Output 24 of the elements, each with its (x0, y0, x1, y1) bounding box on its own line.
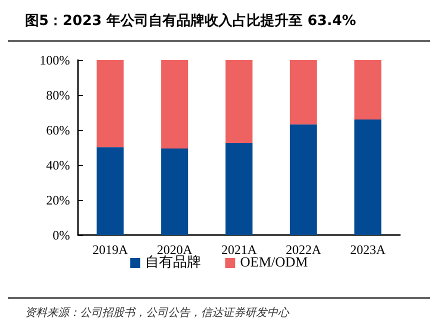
y-tick-label: 100% (40, 52, 70, 68)
y-tick-label: 40% (46, 158, 70, 172)
x-tick-label: 2023A (350, 242, 386, 257)
bar (226, 142, 252, 235)
legend-label: 自有品牌 (145, 254, 202, 270)
bar (354, 60, 382, 120)
y-tick-label: 0% (52, 228, 70, 242)
chart-title: 图5：2023 年公司自有品牌收入占比提升至 63.4% (8, 8, 430, 42)
y-tick-label: 80% (46, 88, 70, 102)
legend-label: OEM/ODM (240, 256, 308, 270)
y-tick-label: 60% (46, 122, 70, 138)
bar (96, 147, 124, 235)
bar (226, 60, 252, 143)
bar (161, 148, 188, 235)
bar (290, 60, 317, 124)
bar (290, 124, 317, 235)
bar (354, 120, 382, 235)
x-tick-label: 2021A (221, 242, 258, 257)
x-tick-label: 2022A (286, 242, 322, 257)
text: 资料来源：公司招股书，公司公告，信达证券研发中心 (24, 305, 290, 320)
bar (161, 60, 188, 149)
bar (96, 60, 124, 148)
x-tick-label: 2019A (92, 242, 129, 257)
y-tick-label: 20% (46, 192, 70, 208)
